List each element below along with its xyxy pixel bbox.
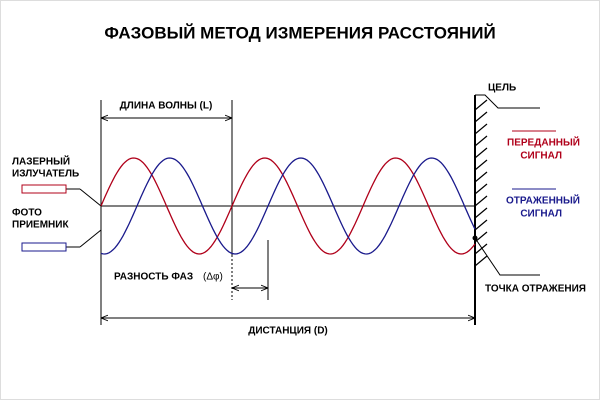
emitter-label: ИЗЛУЧАТЕЛЬ [12, 169, 79, 180]
hatch-line [474, 99, 488, 111]
hatch-line [474, 219, 488, 231]
reflection-label: ТОЧКА ОТРАЖЕНИЯ [485, 284, 586, 295]
hatch-line [474, 255, 488, 267]
receiver-label: ФОТО [12, 208, 42, 219]
hatch-line [474, 183, 488, 195]
reflected-label: СИГНАЛ [520, 209, 562, 220]
reflected-wave [100, 157, 476, 255]
emitter-label: ЛАЗЕРНЫЙ [12, 155, 70, 168]
hatch-line [474, 147, 488, 159]
phase-symbol: (Δφ) [203, 272, 223, 283]
receiver-icon [21, 242, 67, 252]
reflection-point [472, 235, 478, 241]
phase-label: РАЗНОСТЬ ФАЗ [114, 272, 193, 283]
hatch-line [474, 135, 488, 147]
hatch-line [474, 159, 488, 171]
distance-label: ДИСТАНЦИЯ (D) [248, 326, 328, 337]
hatch-line [474, 231, 488, 243]
hatch-line [474, 171, 488, 183]
target-label: ЦЕЛЬ [488, 83, 516, 94]
hatch-line [474, 207, 488, 219]
title: ФАЗОВЫЙ МЕТОД ИЗМЕРЕНИЯ РАССТОЯНИЙ [104, 23, 495, 42]
wavelength-label: ДЛИНА ВОЛНЫ (L) [120, 101, 213, 112]
reflected-label: ОТРАЖЕННЫЙ [506, 194, 580, 207]
target-hatch [474, 99, 488, 267]
hatch-line [474, 111, 488, 123]
transmitted-label: ПЕРЕДАННЫЙ [507, 136, 580, 149]
hatch-line [474, 123, 488, 135]
hatch-line [474, 243, 488, 255]
hatch-line [474, 195, 488, 207]
receiver-label: ПРИЕМНИК [12, 220, 69, 231]
transmitted-label: СИГНАЛ [520, 151, 562, 162]
transmitted-wave [100, 157, 476, 255]
emitter-icon [21, 184, 67, 194]
